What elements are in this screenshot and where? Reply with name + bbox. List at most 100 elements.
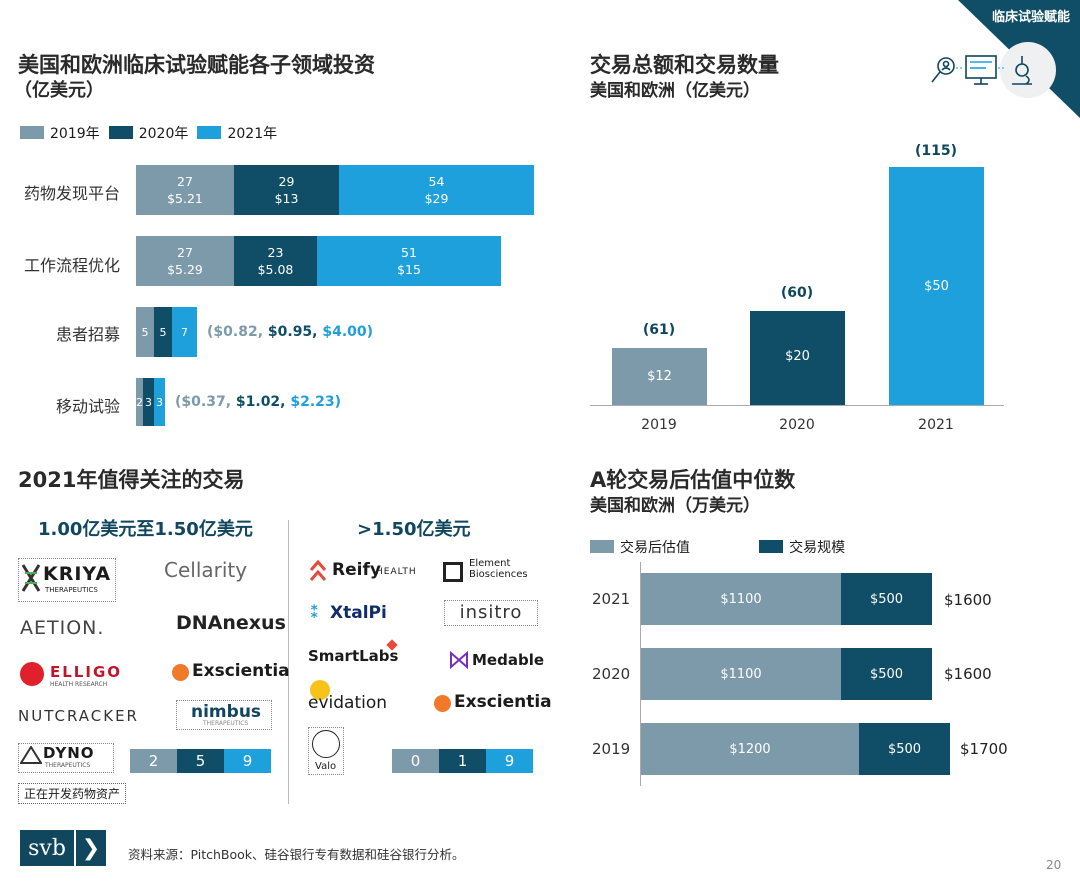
- kriya-logo: KRIYA THERAPEUTICS: [18, 558, 116, 602]
- bar-segment: 23 $5.08: [234, 236, 317, 286]
- asset-note: 正在开发药物资产: [18, 783, 127, 804]
- elligo-icon: [20, 662, 44, 686]
- svb-wordmark: svb: [20, 830, 74, 866]
- category-label: 工作流程优化: [23, 256, 120, 275]
- deal-size-bar: $500: [859, 723, 950, 775]
- count-cell: 9: [224, 749, 271, 773]
- amount-bar: $20: [750, 311, 845, 405]
- element-icon: [443, 562, 463, 582]
- mobile-amounts: ($0.37, $1.02, $2.23): [175, 394, 342, 410]
- bar-segment: 51 $15: [317, 236, 501, 286]
- left-legend: 2019年 2020年 2021年: [20, 122, 281, 143]
- magnifier-person-icon: [931, 57, 955, 83]
- deals-title: 2021年值得关注的交易: [18, 468, 245, 492]
- legend-post: 交易后估值: [620, 539, 690, 556]
- category-label: 药物发现平台: [23, 184, 120, 203]
- recruit-amounts: ($0.82, $0.95, $4.00): [207, 324, 374, 340]
- legend-swatch-post: [590, 540, 614, 553]
- total-label: $1600: [944, 591, 992, 609]
- valuation-legend: 交易后估值 交易规模: [590, 536, 849, 557]
- legend-swatch-2021: [197, 126, 222, 139]
- exscientia-icon: [434, 695, 451, 712]
- col1-count-bar: 2 5 9: [130, 749, 271, 773]
- y-axis-line: [640, 562, 641, 786]
- count-cell: 2: [130, 749, 177, 773]
- col2-count-bar: 0 1 9: [392, 749, 533, 773]
- bar-segment: 27 $5.29: [136, 236, 234, 286]
- header-tag: 临床试验赋能: [991, 10, 1070, 25]
- dna-icon: [21, 564, 41, 592]
- left-chart-title: 美国和欧洲临床试验赋能各子领域投资: [18, 53, 375, 77]
- bar-segment: 3: [143, 378, 154, 426]
- legend-2019: 2019年: [50, 125, 100, 142]
- amount-bar: $12: [612, 348, 707, 405]
- count-cell: 9: [486, 749, 533, 773]
- deal-count-label: (115): [914, 143, 958, 159]
- right-chart-title: 交易总额和交易数量: [590, 53, 779, 77]
- medable-icon: [450, 651, 468, 669]
- bar-segment: 7: [172, 307, 197, 357]
- reify-icon: [309, 560, 327, 581]
- legend-2021: 2021年: [227, 125, 278, 142]
- x-tick-label: 2020: [779, 417, 815, 433]
- nutcracker-logo: NUTCRACKER: [18, 707, 139, 725]
- category-label: 患者招募: [55, 325, 120, 344]
- monitor-icon: [965, 55, 997, 85]
- triangle-icon: [20, 746, 42, 764]
- legend-swatch-2019: [20, 126, 44, 139]
- legend-size: 交易规模: [789, 539, 846, 556]
- valo-icon: [312, 730, 340, 758]
- deal-count-label: (60): [780, 285, 814, 301]
- research-icons: [931, 55, 1032, 85]
- microscope-icon: [1012, 56, 1032, 85]
- left-chart-subtitle: （亿美元）: [14, 80, 104, 101]
- amount-bar: $50: [889, 167, 984, 405]
- xtalpi-icon: ⁑: [310, 603, 319, 623]
- page-number: 20: [1046, 858, 1062, 872]
- deal-count-label: (61): [642, 322, 676, 338]
- insitro-logo: insitro: [444, 600, 538, 626]
- right-chart-subtitle: 美国和欧洲（亿美元）: [590, 81, 760, 101]
- bar-segment: 29 $13: [234, 165, 339, 215]
- deals-col2-title: >1.50亿美元: [357, 519, 471, 540]
- deal-size-bar: $500: [841, 573, 932, 625]
- cellarity-logo: Cellarity: [164, 558, 248, 582]
- source-note: 资料来源：PitchBook、硅谷银行专有数据和硅谷银行分析。: [128, 847, 465, 862]
- legend-swatch-size: [759, 540, 784, 553]
- count-cell: 1: [439, 749, 486, 773]
- row-year: 2020: [592, 665, 631, 683]
- valo-logo: Valo: [308, 727, 344, 775]
- post-money-bar: $1100: [641, 573, 841, 625]
- bar-segment: 5: [136, 307, 154, 357]
- deals-col1-title: 1.00亿美元至1.50亿美元: [38, 519, 253, 540]
- bar-segment: 5: [154, 307, 172, 357]
- count-cell: 0: [392, 749, 439, 773]
- deal-size-bar: $500: [841, 648, 932, 700]
- row-year: 2019: [592, 740, 631, 758]
- dyno-logo: DYNO THERAPEUTICS: [18, 743, 114, 773]
- nimbus-logo: nimbus THERAPEUTICS: [176, 700, 272, 730]
- deals-divider: [288, 520, 289, 804]
- aetion-logo: AETION.: [20, 617, 105, 639]
- evidation-icon: [310, 680, 330, 700]
- count-cell: 5: [177, 749, 224, 773]
- bar-segment: 2: [136, 378, 143, 426]
- exscientia-icon: [172, 664, 189, 681]
- x-tick-label: 2019: [641, 417, 677, 433]
- category-label: 移动试验: [55, 397, 120, 416]
- total-label: $1600: [944, 665, 992, 683]
- bar-segment: 54 $29: [339, 165, 534, 215]
- dnanexus-logo: DNAnexus: [176, 612, 286, 634]
- svb-logo: svb ❯: [20, 830, 106, 866]
- row-year: 2021: [592, 590, 631, 608]
- post-money-bar: $1100: [641, 648, 841, 700]
- bar-segment: 27 $5.21: [136, 165, 234, 215]
- legend-swatch-2020: [108, 126, 133, 139]
- x-axis-line: [590, 405, 1004, 406]
- legend-2020: 2020年: [138, 125, 189, 142]
- valuation-title: A轮交易后估值中位数: [590, 468, 796, 492]
- post-money-bar: $1200: [641, 723, 859, 775]
- valuation-subtitle: 美国和欧洲（万美元）: [590, 496, 760, 516]
- chevron-right-icon: ❯: [76, 830, 106, 866]
- x-tick-label: 2021: [918, 417, 954, 433]
